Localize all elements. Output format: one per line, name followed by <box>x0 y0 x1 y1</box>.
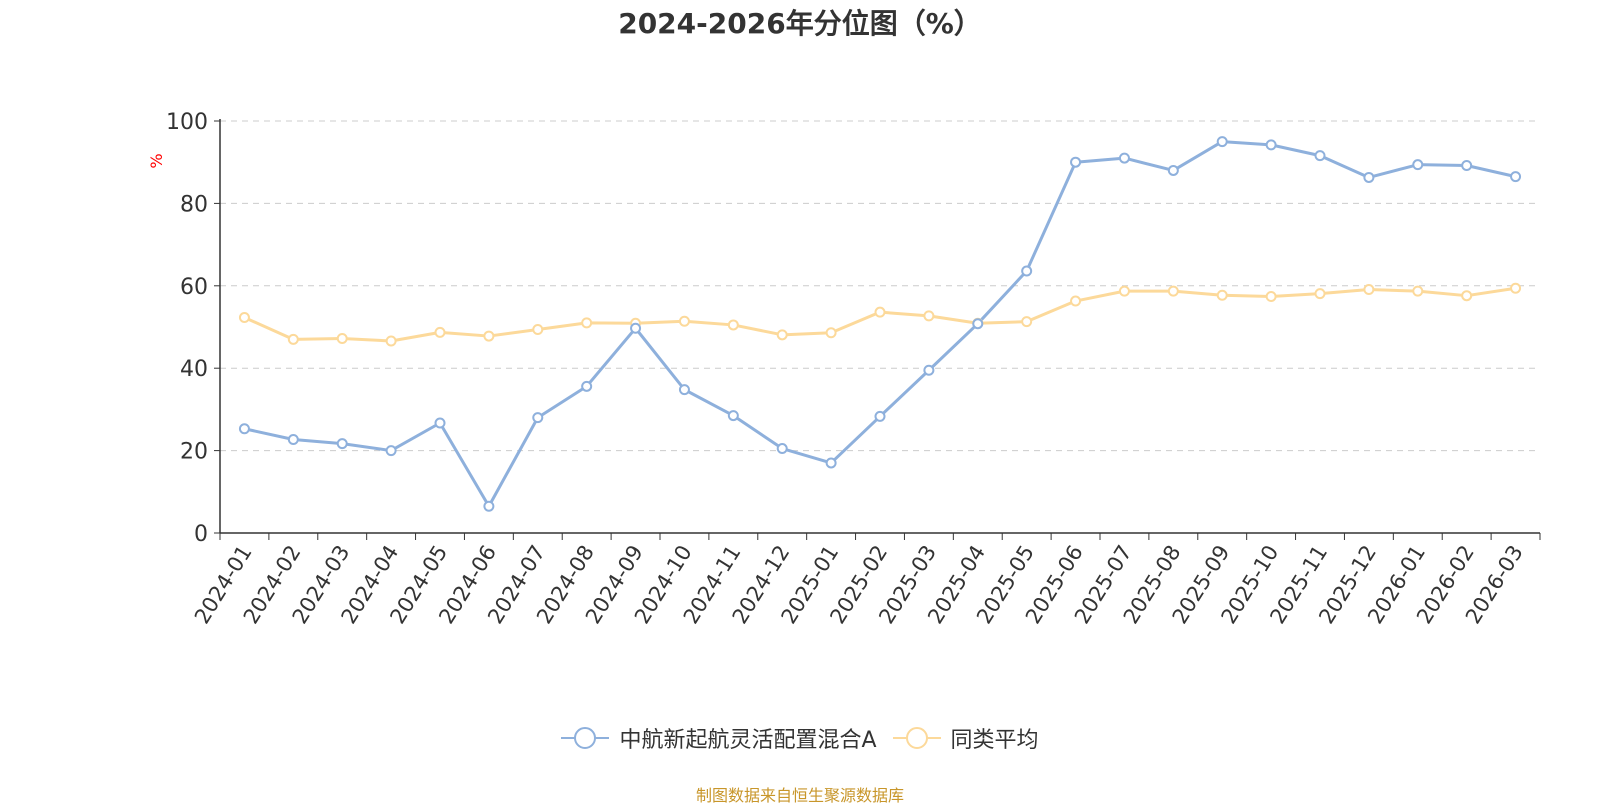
data-point-fund <box>483 500 495 512</box>
data-point-avg <box>1216 289 1228 301</box>
legend-marker-avg-icon <box>892 727 941 749</box>
y-tick-label: 0 <box>194 522 208 547</box>
y-tick-label: 100 <box>166 110 208 135</box>
legend-label-fund: 中航新起航灵活配置混合A <box>619 728 877 753</box>
data-point-avg <box>581 317 593 329</box>
data-point-fund <box>287 433 299 445</box>
legend: 中航新起航灵活配置混合A 同类平均 <box>0 722 1600 754</box>
y-tick-label: 80 <box>180 192 208 217</box>
data-point-avg <box>1510 282 1522 294</box>
data-point-fund <box>1510 171 1522 183</box>
y-tick-label: 60 <box>180 275 208 300</box>
data-point-fund <box>1461 159 1473 171</box>
y-tick-label: 40 <box>180 357 208 382</box>
legend-label-avg: 同类平均 <box>950 728 1039 753</box>
data-point-fund <box>1363 171 1375 183</box>
data-point-avg <box>1021 316 1033 328</box>
data-point-avg <box>1412 285 1424 297</box>
data-point-fund <box>532 412 544 424</box>
data-point-fund <box>1118 152 1130 164</box>
data-point-avg <box>1070 295 1082 307</box>
data-point-fund <box>1314 150 1326 162</box>
data-point-avg <box>874 306 886 318</box>
data-point-fund <box>678 384 690 396</box>
data-point-fund <box>776 443 788 455</box>
data-point-avg <box>1363 284 1375 296</box>
data-source-note: 制图数据来自恒生聚源数据库 <box>695 786 904 805</box>
data-point-avg <box>1314 288 1326 300</box>
data-point-avg <box>238 312 250 324</box>
data-point-avg <box>434 326 446 338</box>
data-point-avg <box>678 315 690 327</box>
data-point-fund <box>1265 139 1277 151</box>
data-point-fund <box>581 380 593 392</box>
data-point-avg <box>825 327 837 339</box>
data-point-avg <box>287 333 299 345</box>
data-point-avg <box>1167 285 1179 297</box>
data-point-avg <box>483 330 495 342</box>
data-point-fund <box>434 417 446 429</box>
data-point-avg <box>923 310 935 322</box>
data-point-avg <box>532 323 544 335</box>
data-point-fund <box>923 364 935 376</box>
data-point-avg <box>776 329 788 341</box>
data-point-avg <box>1461 290 1473 302</box>
data-point-fund <box>1167 164 1179 176</box>
data-point-fund <box>972 318 984 330</box>
data-point-fund <box>727 410 739 422</box>
data-point-avg <box>385 335 397 347</box>
data-point-fund <box>1070 156 1082 168</box>
series-line-fund <box>244 140 1516 508</box>
data-point-fund <box>238 423 250 435</box>
data-point-fund <box>1021 265 1033 277</box>
data-point-fund <box>825 457 837 469</box>
y-axis-label: % <box>147 153 166 168</box>
data-point-fund <box>1412 159 1424 171</box>
data-point-avg <box>727 319 739 331</box>
data-point-fund <box>874 410 886 422</box>
data-point-avg <box>1118 285 1130 297</box>
data-point-avg <box>1265 291 1277 303</box>
data-point-fund <box>630 322 642 334</box>
y-tick-label: 20 <box>180 440 208 465</box>
legend-item-fund[interactable]: 中航新起航灵活配置混合A <box>561 722 877 754</box>
data-point-fund <box>336 438 348 450</box>
data-point-avg <box>336 333 348 345</box>
data-point-fund <box>1216 136 1228 148</box>
legend-item-avg[interactable]: 同类平均 <box>892 722 1039 754</box>
chart-title: 2024-2026年分位图（%） <box>618 7 982 40</box>
data-point-fund <box>385 445 397 457</box>
legend-marker-fund-icon <box>561 727 610 749</box>
